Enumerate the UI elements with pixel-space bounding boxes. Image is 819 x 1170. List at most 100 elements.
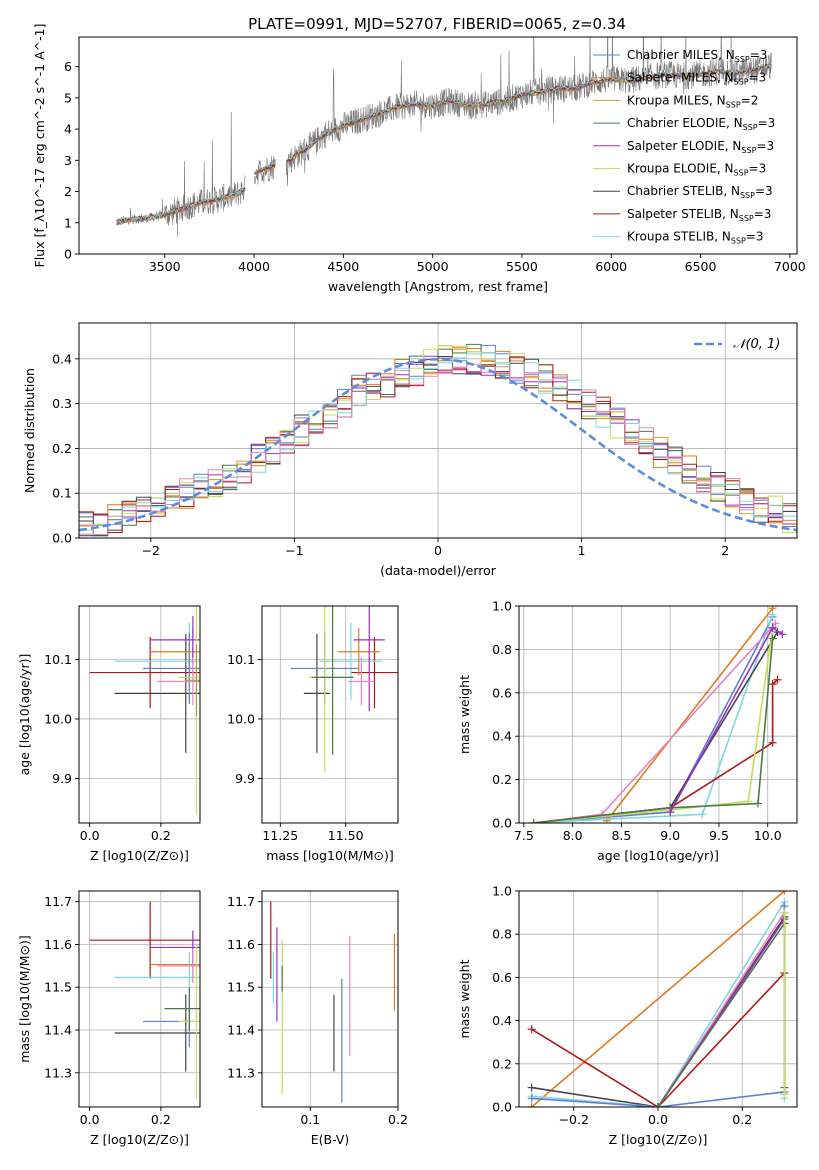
- axes-frame: [78, 605, 201, 824]
- x-axis-label: E(B-V): [311, 1132, 350, 1147]
- normal-curve: [79, 357, 797, 532]
- legend-label: Salpeter STELIB, NSSP=3: [627, 207, 771, 223]
- y-tick-label: 6: [64, 59, 72, 74]
- x-tick-label: 5000: [417, 259, 449, 274]
- y-tick-label: 11.6: [44, 937, 72, 952]
- y-tick-label: 9.9: [52, 771, 72, 786]
- y-tick-label: 0.0: [52, 531, 72, 546]
- x-tick-label: 0.2: [151, 1112, 171, 1127]
- spectrum-group: [116, 37, 773, 238]
- x-tick-label: 3500: [149, 259, 181, 274]
- y-tick-label: 2: [64, 184, 72, 199]
- x-tick-label: 7.5: [514, 828, 534, 843]
- y-tick-label: 0.0: [492, 816, 512, 831]
- y-tick-label: 11.7: [44, 894, 72, 909]
- y-tick-label: 0.6: [492, 685, 512, 700]
- axes-frame: [78, 890, 201, 1108]
- x-tick-label: 0.0: [80, 828, 100, 843]
- legend-label: Kroupa STELIB, NSSP=3: [627, 230, 764, 246]
- x-tick-label: 11.50: [328, 828, 364, 843]
- y-tick-label: 11.5: [227, 980, 255, 995]
- y-tick-label: 0.4: [492, 1013, 512, 1028]
- x-tick-label: 8.0: [563, 828, 583, 843]
- y-tick-label: 1.0: [492, 884, 512, 899]
- x-tick-label: −2: [142, 543, 160, 558]
- y-tick-label: 0: [64, 247, 72, 262]
- x-tick-label: 0.1: [300, 1112, 320, 1127]
- x-axis-label: mass [log10(M/M⊙)]: [266, 848, 394, 863]
- legend-label: Chabrier MILES, NSSP=3: [627, 48, 767, 64]
- weight-line-0: [531, 891, 785, 1107]
- errorbar-group: [89, 901, 200, 1099]
- x-tick-label: 0.2: [151, 828, 171, 843]
- y-tick-label: 0.2: [492, 772, 512, 787]
- y-tick-label: 1.0: [492, 599, 512, 614]
- x-tick-label: 0.2: [388, 1112, 408, 1127]
- y-axis-label: age [log10(age/yr)]: [17, 654, 32, 776]
- x-tick-label: −0.2: [559, 1112, 589, 1127]
- y-axis-label: Normed distribution: [22, 368, 37, 493]
- axes-frame: [518, 605, 798, 824]
- y-tick-label: 0.4: [492, 729, 512, 744]
- x-tick-label: 7000: [774, 259, 806, 274]
- y-tick-label: 0.1: [52, 486, 72, 501]
- weights-group: [529, 606, 787, 823]
- y-tick-label: 0.6: [492, 970, 512, 985]
- y-tick-label: 11.4: [44, 1023, 72, 1038]
- y-axis-label: mass weight: [457, 959, 472, 1038]
- axes-frame: [261, 605, 399, 824]
- x-tick-label: 5500: [506, 259, 538, 274]
- x-axis-label: (data-model)/error: [380, 563, 497, 578]
- x-tick-label: 1: [578, 543, 586, 558]
- x-tick-label: 4000: [238, 259, 270, 274]
- y-tick-label: 1: [64, 215, 72, 230]
- x-axis-label: Z [log10(Z/Z⊙)]: [90, 848, 189, 863]
- x-tick-label: 0: [434, 543, 442, 558]
- histogram-series-7: [79, 356, 797, 533]
- x-tick-label: 8.5: [611, 828, 631, 843]
- y-tick-label: 11.4: [227, 1023, 255, 1038]
- x-tick-label: −1: [285, 543, 303, 558]
- x-tick-label: 10.0: [754, 828, 782, 843]
- spectrum-legend: Chabrier MILES, NSSP=3 Salpeter MILES, NS…: [593, 48, 775, 246]
- weight-line-2: [531, 916, 786, 1107]
- y-tick-label: 3: [64, 153, 72, 168]
- legend-label: Chabrier ELODIE, NSSP=3: [627, 116, 775, 132]
- errorbar-group: [89, 606, 200, 815]
- y-tick-label: 11.7: [227, 894, 255, 909]
- x-tick-label: 6000: [595, 259, 627, 274]
- y-tick-label: 0.2: [492, 1056, 512, 1071]
- x-axis-label: age [log10(age/yr)]: [597, 848, 719, 863]
- y-tick-label: 0.0: [492, 1100, 512, 1115]
- y-tick-label: 10.1: [44, 652, 72, 667]
- axes-frame: [78, 36, 798, 255]
- x-axis-label: Z [log10(Z/Z⊙)]: [609, 1132, 708, 1147]
- legend-label: Salpeter MILES, NSSP=3: [627, 71, 766, 87]
- y-tick-label: 0.3: [52, 396, 72, 411]
- x-tick-label: 0.0: [80, 1112, 100, 1127]
- legend-label: 𝒩(0, 1): [733, 337, 780, 352]
- y-tick-label: 4: [64, 122, 72, 137]
- x-tick-label: 6500: [685, 259, 717, 274]
- y-tick-label: 0.4: [52, 351, 72, 366]
- axes-frame: [261, 890, 399, 1108]
- legend-label: Kroupa MILES, NSSP=2: [627, 93, 758, 109]
- y-tick-label: 11.3: [44, 1065, 72, 1080]
- weights-group: [527, 891, 789, 1107]
- y-tick-label: 11.6: [227, 937, 255, 952]
- legend-label: Chabrier STELIB, NSSP=3: [627, 184, 773, 200]
- x-tick-label: 9.5: [709, 828, 729, 843]
- y-axis-label: mass weight: [457, 675, 472, 754]
- x-tick-label: 2: [721, 543, 729, 558]
- y-axis-label: mass [log10(M/M⊙)]: [17, 935, 32, 1063]
- y-tick-label: 0.2: [52, 441, 72, 456]
- y-tick-label: 10.0: [44, 711, 72, 726]
- x-tick-label: 9.0: [660, 828, 680, 843]
- y-tick-label: 10.0: [227, 711, 255, 726]
- x-tick-label: 0.2: [732, 1112, 752, 1127]
- y-tick-label: 0.8: [492, 927, 512, 942]
- weight-line-1: [606, 607, 774, 822]
- errorbar-group: [290, 606, 398, 773]
- y-tick-label: 11.5: [44, 980, 72, 995]
